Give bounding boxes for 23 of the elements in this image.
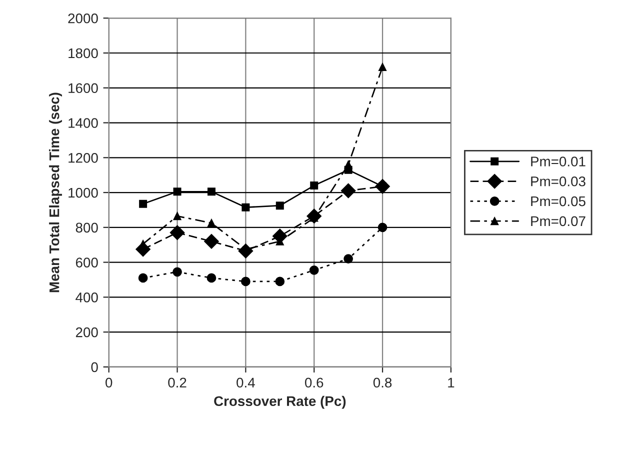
legend-label: Pm=0.01 [531, 156, 586, 166]
x-tick-label: 1 [448, 378, 454, 388]
y-tick-label: 2000 [68, 13, 98, 24]
y-tick-label: 1600 [68, 83, 98, 94]
y-tick-label: 1200 [68, 152, 98, 163]
x-tick-label: 0.4 [236, 378, 255, 388]
y-tick-label: 1800 [68, 48, 98, 58]
x-axis-title: Crossover Rate (Pc) [214, 396, 346, 409]
y-tick-label: 1400 [68, 118, 98, 128]
y-tick-label: 800 [76, 222, 98, 233]
x-tick-label: 0.6 [305, 378, 324, 388]
x-tick-label: 0.8 [373, 378, 392, 388]
y-axis-title: Mean Total Elapsed Time (sec) [49, 92, 62, 292]
y-tick-label: 200 [76, 327, 98, 338]
legend-label: Pm=0.07 [531, 216, 586, 226]
y-tick-label: 400 [76, 292, 98, 302]
y-tick-label: 0 [91, 362, 98, 372]
legend-label: Pm=0.03 [531, 176, 586, 186]
legend-label: Pm=0.05 [531, 196, 586, 206]
y-tick-label: 600 [76, 258, 98, 268]
x-tick-label: 0.2 [168, 378, 186, 388]
x-tick-label: 0 [106, 378, 112, 388]
y-tick-label: 1000 [68, 188, 98, 198]
